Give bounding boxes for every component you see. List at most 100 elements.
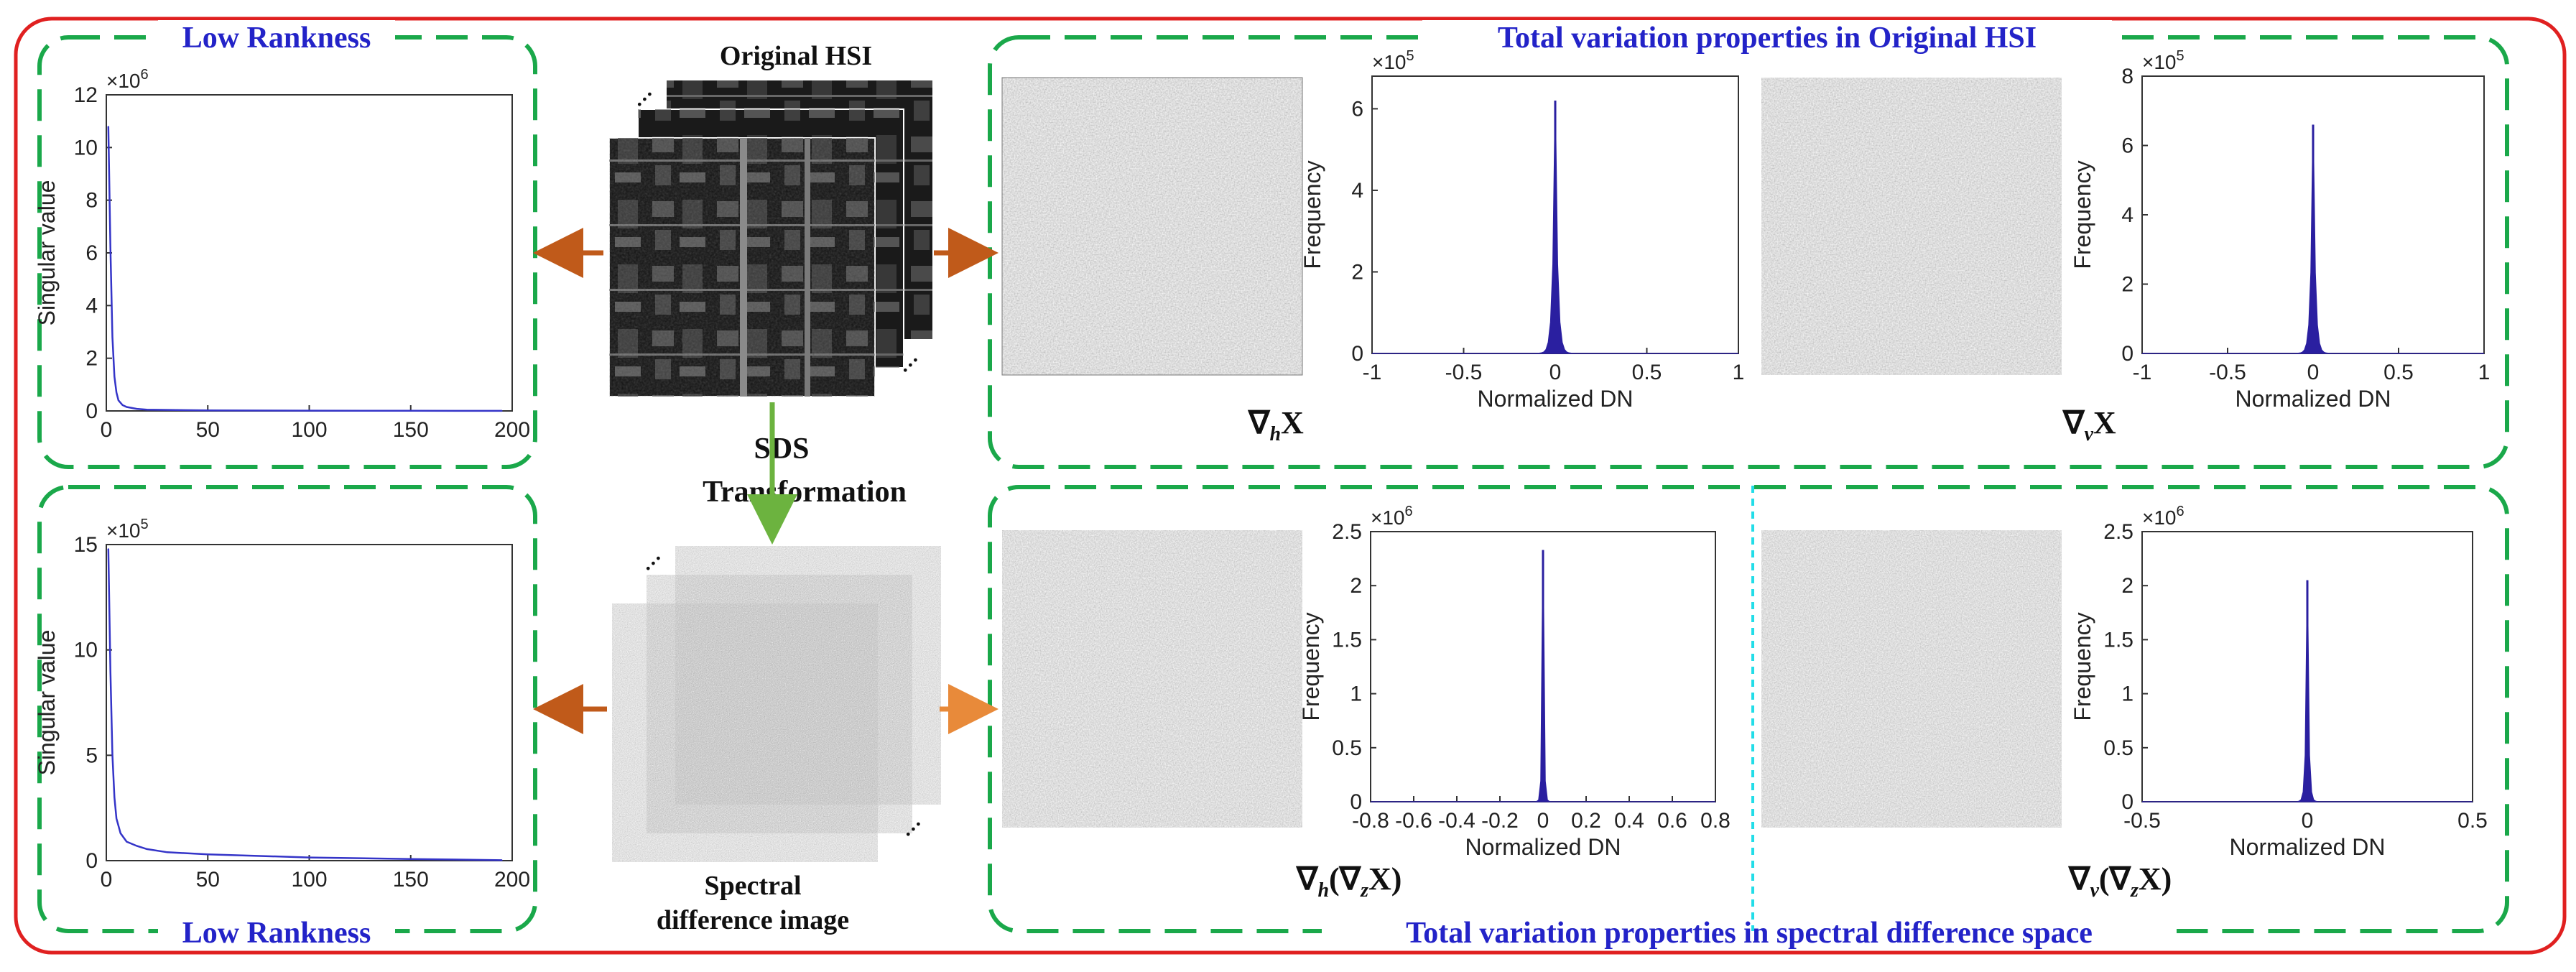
x-tick-label: 0.4 <box>1614 809 1644 833</box>
x-tick-label: 150 <box>393 418 429 442</box>
y-tick-label: 4 <box>1351 179 1363 203</box>
x-tick-label: 0.5 <box>2457 809 2488 833</box>
data-point <box>207 853 209 855</box>
data-point <box>146 848 148 850</box>
y-tick-label: 0.5 <box>1332 736 1362 760</box>
y-tick-label: 2 <box>85 347 98 371</box>
data-point <box>113 797 116 798</box>
y-axis-label: Singular value <box>34 630 60 776</box>
image-grad-h-original <box>1001 77 1303 376</box>
y-exponent-label: ×106 <box>2142 504 2184 529</box>
label-spectral: Spectral <box>704 871 801 901</box>
x-tick-label: 0 <box>101 418 113 442</box>
svg-text:∇vX: ∇vX <box>2062 405 2116 445</box>
y-tick-label: 10 <box>74 639 98 662</box>
x-tick-label: -1 <box>1363 361 1382 384</box>
label-sds: SDS <box>754 432 809 466</box>
y-exponent-label: ×106 <box>106 67 149 92</box>
y-tick-label: 2 <box>2121 574 2133 598</box>
label-original-hsi: Original HSI <box>720 41 872 71</box>
image-grad-v-original <box>1761 78 2062 375</box>
data-point <box>501 859 503 861</box>
image-grad-h-sds <box>1002 530 1302 828</box>
data-point <box>126 841 128 843</box>
x-axis-label: Normalized DN <box>2230 834 2386 860</box>
data-point <box>108 126 109 127</box>
x-tick-label: 0 <box>1549 361 1562 384</box>
x-tick-label: 1 <box>1733 361 1745 384</box>
y-tick-label: 12 <box>74 83 98 107</box>
y-tick-label: 0 <box>2121 790 2133 814</box>
title-low-rankness-bottom: Low Rankness <box>182 917 371 950</box>
y-exponent-label: ×105 <box>106 517 149 542</box>
y-tick-label: 1.5 <box>2103 628 2133 652</box>
data-point <box>111 336 113 338</box>
y-axis-label: Singular value <box>34 180 60 326</box>
x-axis-label: Normalized DN <box>1478 386 1634 412</box>
data-point <box>308 856 310 858</box>
x-tick-label: -0.5 <box>2123 809 2161 833</box>
title-tv-spectral: Total variation properties in spectral d… <box>1406 917 2093 950</box>
x-tick-label: 100 <box>291 868 327 892</box>
y-tick-label: 4 <box>2121 203 2133 227</box>
data-point <box>116 392 117 394</box>
y-tick-label: 2 <box>2121 273 2133 297</box>
data-point <box>116 818 117 820</box>
data-point <box>409 858 412 860</box>
data-point <box>146 409 148 410</box>
y-axis-label: Frequency <box>2070 160 2095 269</box>
x-tick-label: 0 <box>101 868 113 892</box>
image-grad-v-sds <box>1761 530 2062 828</box>
data-point <box>166 851 168 853</box>
data-point <box>108 548 109 550</box>
x-tick-label: 150 <box>393 868 429 892</box>
chart-hist-grad-h-sds: -0.8 -0.6 -0.4 -0.2 0 0.2 0.4 0.6 0.8 0 0.5 1 1.5 2 2.… <box>1298 504 1731 860</box>
y-axis-label: Frequency <box>1299 160 1325 269</box>
label-grad-v-x: ∇vX <box>2062 405 2116 445</box>
y-tick-label: 8 <box>85 189 98 213</box>
plot-frame <box>106 544 513 861</box>
chart-hist-grad-v-sds: -0.5 0 0.500.511.522.5×106FrequencyNormali… <box>2070 504 2488 860</box>
y-tick-label: 2 <box>1350 574 1362 598</box>
x-tick-label: 1 <box>2478 361 2491 384</box>
spectral-difference-stack <box>611 546 941 863</box>
y-tick-label: 0 <box>2121 342 2133 366</box>
title-tv-original: Total variation properties in Original H… <box>1498 22 2037 55</box>
y-tick-label: 8 <box>2121 65 2133 88</box>
y-tick-label: 2 <box>1351 260 1363 284</box>
x-tick-label: -0.6 <box>1395 809 1432 833</box>
label-grad-v-zx: ∇v(∇zX) <box>2067 861 2172 902</box>
x-axis-label: Normalized DN <box>2236 386 2391 412</box>
x-tick-label: 0.6 <box>1657 809 1687 833</box>
x-tick-label: -0.4 <box>1438 809 1475 833</box>
y-tick-label: 0 <box>1350 790 1362 814</box>
y-exponent-label: ×105 <box>2142 48 2184 73</box>
plot-frame <box>106 94 513 412</box>
y-tick-label: 1 <box>1350 682 1362 706</box>
y-axis-label: Frequency <box>2070 612 2095 721</box>
y-tick-label: 6 <box>85 241 98 265</box>
data-point <box>136 845 138 847</box>
stack-dots-top-2: ... <box>629 538 667 576</box>
x-tick-label: 200 <box>494 868 530 892</box>
x-tick-label: 50 <box>196 418 220 442</box>
y-axis-label: Frequency <box>1298 612 1324 721</box>
data-point <box>113 376 116 378</box>
svg-text:∇v(∇zX): ∇v(∇zX) <box>2067 861 2172 902</box>
y-tick-label: 1.5 <box>1332 628 1362 652</box>
y-tick-label: 0 <box>85 849 98 873</box>
chart-hist-grad-h-original: -1 -0.5 0 0.5 1 0 2 4 6 ×105 Frequency Normalized D… <box>1299 48 1744 412</box>
title-low-rankness-top: Low Rankness <box>182 22 371 55</box>
data-point <box>409 410 412 412</box>
x-tick-label: -1 <box>2133 361 2152 384</box>
label-grad-h-zx: ∇h(∇zX) <box>1295 861 1401 902</box>
y-tick-label: 1 <box>2121 682 2133 706</box>
chart-singular-values-original: 0 50 100 150 200 0 2 4 6 8 10 12 ×106 Singular value <box>34 67 530 442</box>
data-point <box>111 754 113 756</box>
data-point <box>119 833 121 834</box>
data-point <box>109 670 111 672</box>
y-tick-label: 2.5 <box>2103 520 2133 544</box>
x-tick-label: 0.8 <box>1700 809 1731 833</box>
y-tick-label: 0.5 <box>2103 736 2133 760</box>
